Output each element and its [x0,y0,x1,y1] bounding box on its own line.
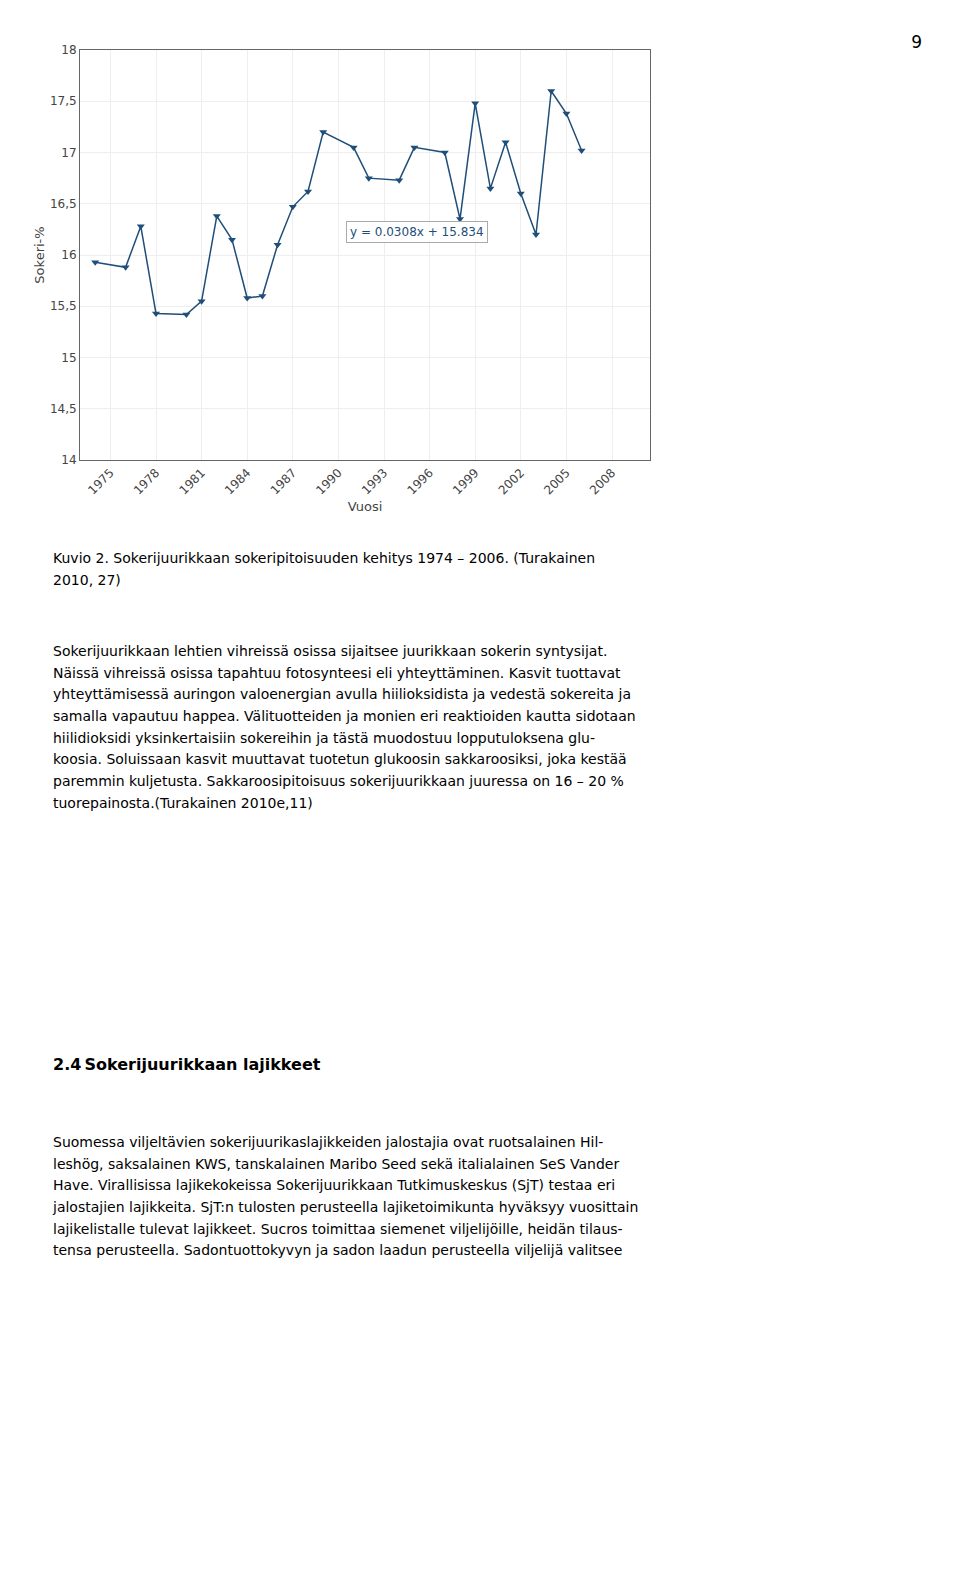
svg-text:1981: 1981 [176,466,207,497]
html-text:tensa perusteella. Sadontuotto: tensa perusteella. Sadontuottokyvyn ja s… [53,1242,623,1259]
svg-text:14,5: 14,5 [50,402,77,416]
html-text:koosia. Soluissaan kasvit muut: koosia. Soluissaan kasvit muuttavat tuot… [53,751,627,768]
html-text:samalla vapautuu happea. Välit: samalla vapautuu happea. Välituotteiden … [53,708,636,725]
html-text:Sokerijuurikkaan lehtien vihre: Sokerijuurikkaan lehtien vihreissä osiss… [53,643,608,659]
html-text:9: 9 [911,32,922,52]
svg-text:18: 18 [61,43,76,57]
svg-text:2002: 2002 [496,466,527,497]
html-text:jalostajien lajikkeita. SjT:n: jalostajien lajikkeita. SjT:n tulosten p… [53,1199,639,1216]
html-text:2.4 Sokerijuurikkaan lajikkeet: 2.4 Sokerijuurikkaan lajikkeet [53,1055,321,1074]
html-text:Have. Virallisissa lajikekokei: Have. Virallisissa lajikekokeissa Sokeri… [53,1177,616,1194]
svg-text:16: 16 [61,248,76,262]
svg-text:1993: 1993 [359,466,390,497]
svg-text:1978: 1978 [131,466,162,497]
html-text:hiilidioksidi yksinkertaisiin: hiilidioksidi yksinkertaisiin sokereihin… [53,729,595,746]
html-text:2010, 27): 2010, 27) [53,572,121,588]
svg-text:15: 15 [61,351,76,365]
svg-text:16,5: 16,5 [50,197,77,211]
html-text:lajikelistalle tulevat lajikke: lajikelistalle tulevat lajikkeet. Sucros… [53,1220,623,1237]
svg-text:1996: 1996 [404,466,435,497]
html-text:Näissä vihreissä osissa tapaht: Näissä vihreissä osissa tapahtuu fotosyn… [53,664,621,681]
svg-text:17,5: 17,5 [50,94,77,108]
html-text:tuorepainosta.(Turakainen 2010: tuorepainosta.(Turakainen 2010e,11) [53,794,313,811]
svg-text:15,5: 15,5 [50,299,77,313]
svg-text:2008: 2008 [587,466,618,497]
svg-text:y = 0.0308x + 15.834: y = 0.0308x + 15.834 [350,225,484,239]
html-text:Suomessa viljeltävien sokeriju: Suomessa viljeltävien sokerijuurikaslaji… [53,1134,604,1150]
html-text:Kuvio 2. Sokerijuurikkaan soke: Kuvio 2. Sokerijuurikkaan sokeripitoisuu… [53,550,596,566]
svg-text:1999: 1999 [450,466,481,497]
svg-text:1987: 1987 [268,466,299,497]
svg-text:1975: 1975 [85,466,116,497]
svg-text:14: 14 [61,453,76,467]
html-text:yhteyttämisessä auringon valoe: yhteyttämisessä auringon valoenergian av… [53,686,632,703]
svg-text:1990: 1990 [313,466,344,497]
svg-text:2005: 2005 [541,466,572,497]
svg-text:Vuosi: Vuosi [348,499,383,514]
html-text:paremmin kuljetusta. Sakkaroos: paremmin kuljetusta. Sakkaroosipitoisuus… [53,773,624,790]
html-text:leshög, saksalainen KWS, tansk: leshög, saksalainen KWS, tanskalainen Ma… [53,1155,620,1172]
svg-text:1984: 1984 [222,466,253,497]
svg-text:17: 17 [61,146,76,160]
svg-text:Sokeri-%: Sokeri-% [32,226,47,283]
